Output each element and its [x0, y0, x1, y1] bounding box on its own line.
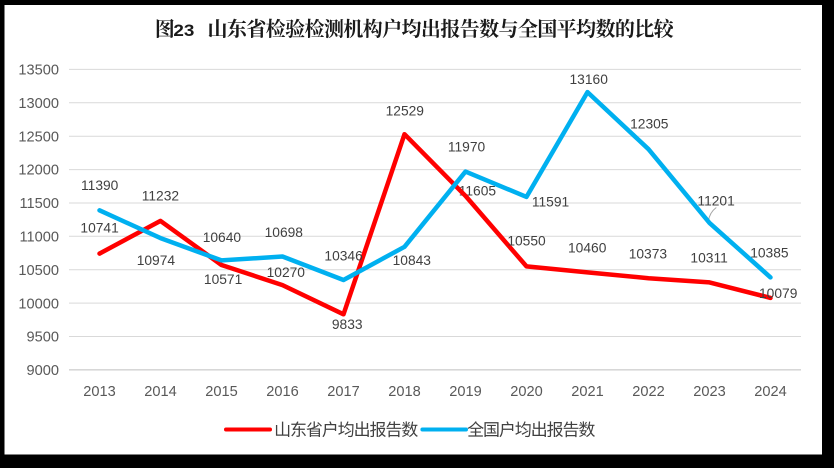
svg-text:11591: 11591: [532, 195, 569, 210]
svg-text:10311: 10311: [690, 251, 727, 266]
svg-text:13000: 13000: [18, 96, 59, 112]
svg-text:2016: 2016: [266, 384, 298, 400]
svg-text:2015: 2015: [205, 384, 237, 400]
svg-text:11605: 11605: [459, 183, 497, 198]
svg-text:9000: 9000: [27, 363, 59, 379]
svg-text:10385: 10385: [750, 245, 789, 260]
svg-text:2017: 2017: [327, 384, 359, 400]
svg-text:10741: 10741: [80, 221, 118, 236]
svg-text:2024: 2024: [754, 384, 786, 400]
svg-text:12529: 12529: [386, 104, 425, 119]
svg-text:10571: 10571: [204, 272, 242, 287]
svg-text:10460: 10460: [568, 241, 607, 256]
svg-text:2022: 2022: [632, 384, 664, 400]
svg-text:10500: 10500: [18, 263, 59, 279]
svg-text:11000: 11000: [20, 230, 60, 246]
svg-text:11500: 11500: [20, 196, 60, 212]
svg-text:9500: 9500: [27, 330, 59, 346]
svg-text:10843: 10843: [393, 253, 432, 268]
svg-text:10550: 10550: [507, 233, 546, 248]
svg-text:11232: 11232: [142, 188, 179, 203]
svg-text:9833: 9833: [332, 317, 363, 332]
svg-text:2013: 2013: [83, 384, 115, 400]
svg-text:10000: 10000: [18, 296, 59, 312]
svg-text:13160: 13160: [570, 72, 609, 87]
svg-text:10346: 10346: [324, 248, 363, 263]
svg-text:2023: 2023: [693, 384, 725, 400]
svg-text:10698: 10698: [265, 225, 304, 240]
svg-text:12500: 12500: [18, 129, 59, 145]
svg-text:10373: 10373: [629, 247, 668, 262]
svg-text:10974: 10974: [137, 253, 176, 268]
svg-text:10079: 10079: [759, 286, 798, 301]
svg-text:13500: 13500: [18, 63, 59, 79]
svg-text:11970: 11970: [448, 139, 486, 154]
svg-text:12305: 12305: [630, 117, 669, 132]
svg-text:2018: 2018: [388, 384, 420, 400]
svg-text:2021: 2021: [571, 384, 603, 400]
svg-text:11201: 11201: [697, 194, 734, 209]
svg-text:10270: 10270: [267, 265, 306, 280]
svg-text:12000: 12000: [18, 163, 59, 179]
svg-text:11390: 11390: [81, 178, 119, 193]
svg-text:2014: 2014: [144, 384, 176, 400]
svg-text:23: 23: [173, 21, 194, 40]
svg-text:10640: 10640: [203, 230, 242, 245]
svg-text:2019: 2019: [449, 384, 481, 400]
svg-text:2020: 2020: [510, 384, 542, 400]
